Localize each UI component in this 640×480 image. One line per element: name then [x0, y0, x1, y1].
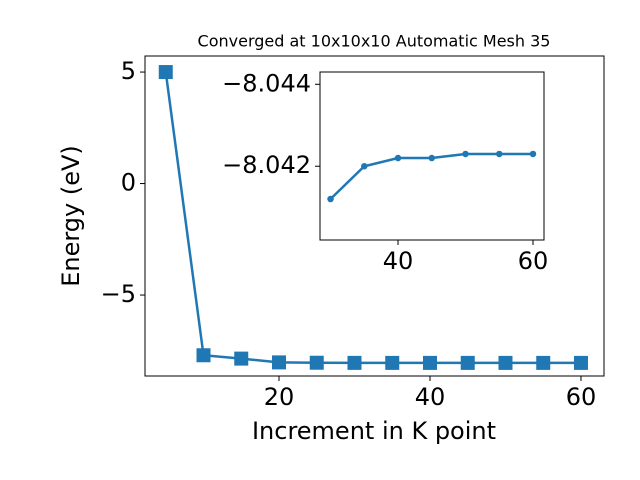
x-tick-label: 20 — [264, 383, 295, 411]
x-tick-label: 40 — [383, 247, 414, 275]
data-point — [272, 355, 287, 370]
data-point — [462, 150, 469, 158]
data-point — [309, 355, 324, 370]
data-point — [385, 355, 400, 370]
y-axis-label: Energy (eV) — [57, 145, 85, 287]
x-axis-label: Increment in K point — [252, 417, 496, 445]
data-point — [460, 355, 475, 370]
plot-frame — [144, 55, 605, 377]
y-tick-label: 0 — [121, 169, 136, 197]
y-tick-label: −8.042 — [222, 151, 311, 179]
data-point — [158, 65, 173, 80]
y-tick-label: −8.044 — [222, 69, 311, 97]
data-point — [428, 154, 436, 162]
x-tick-label: 60 — [566, 383, 597, 411]
data-point — [347, 355, 362, 370]
data-point — [422, 355, 437, 370]
data-point — [234, 351, 249, 366]
data-point — [361, 162, 368, 170]
plot-frame — [319, 71, 545, 241]
data-point — [496, 150, 503, 158]
data-point — [498, 355, 513, 370]
data-point — [529, 150, 537, 158]
x-tick-label: 60 — [518, 247, 549, 275]
data-point — [196, 348, 211, 363]
data-point — [394, 154, 402, 162]
data-point — [573, 355, 588, 370]
chart-title: Converged at 10x10x10 Automatic Mesh 35 — [198, 32, 551, 51]
y-tick-label: 5 — [121, 57, 136, 85]
y-tick-label: −5 — [101, 280, 136, 308]
x-tick-label: 40 — [415, 383, 446, 411]
data-point — [536, 355, 551, 370]
data-point — [327, 195, 334, 203]
